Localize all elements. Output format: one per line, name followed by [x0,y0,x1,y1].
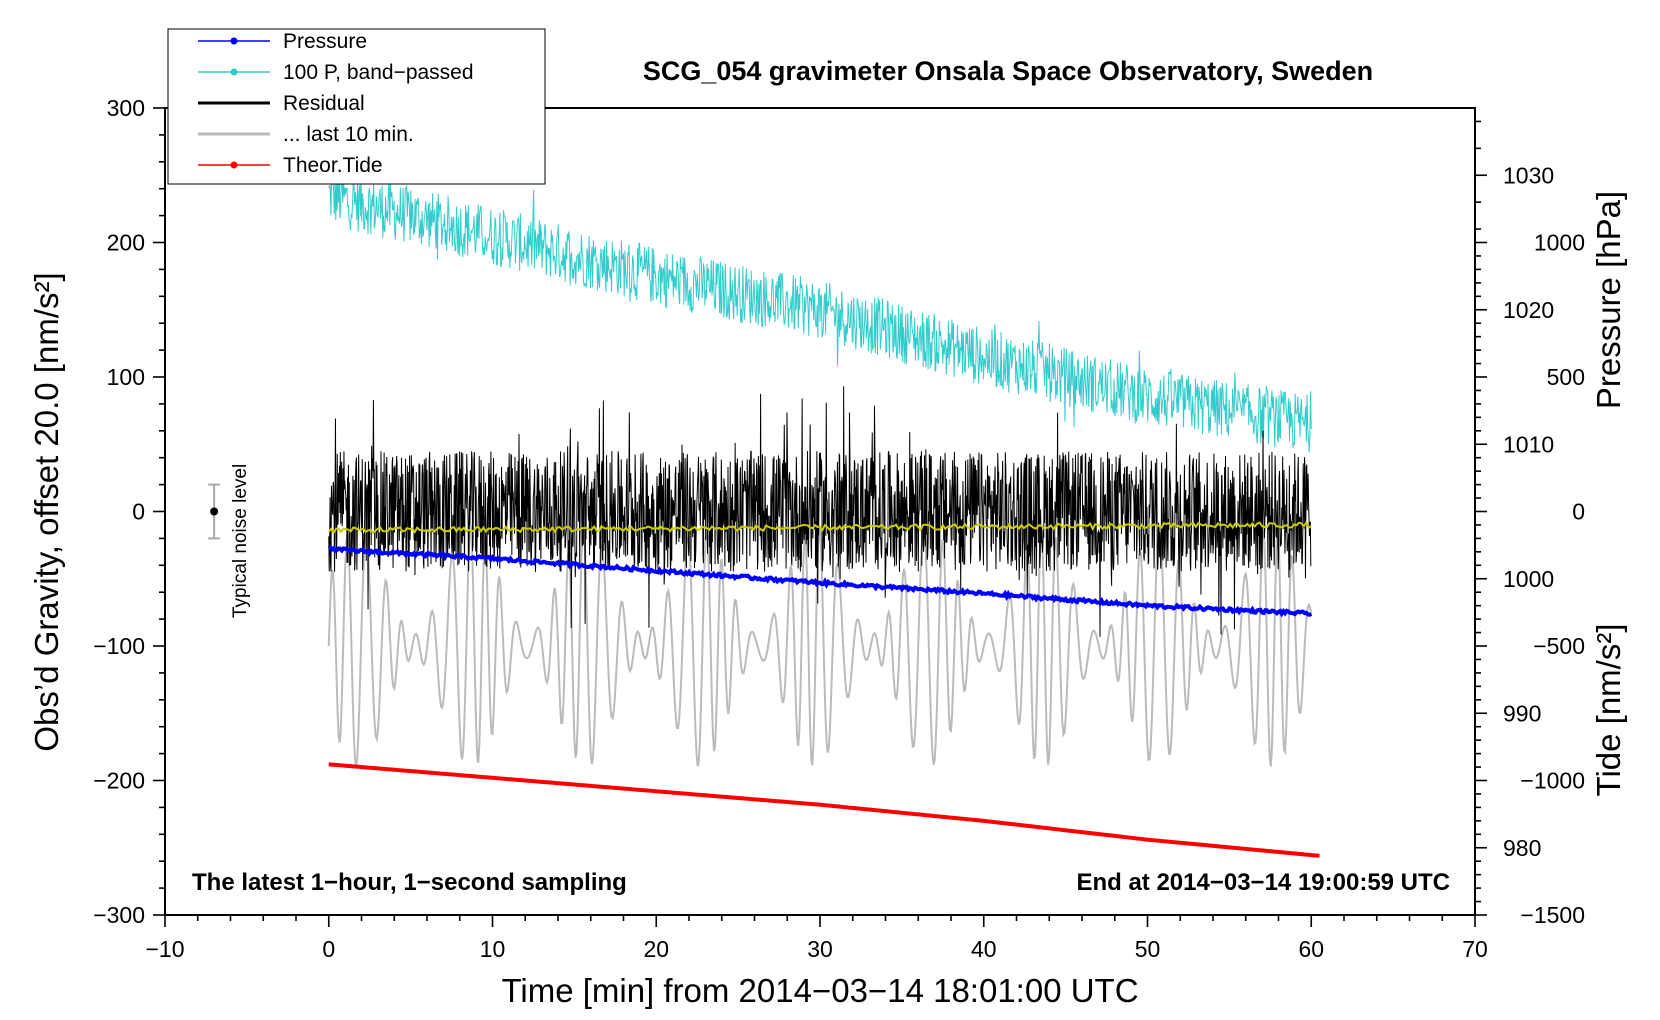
tide-tick-label: 0 [1572,499,1585,525]
y-tick-label: 200 [107,230,145,256]
end-time-note: End at 2014−03−14 19:00:59 UTC [1076,869,1450,896]
series-smoothed [328,520,1312,535]
y-axis-label-pressure: Pressure [hPa] [1590,191,1627,409]
x-tick-label: 10 [480,936,506,962]
x-axis-label: Time [min] from 2014−03−14 18:01:00 UTC [501,972,1138,1009]
legend: Pressure 100 P, band−passed Residual ... la… [167,28,546,185]
legend-label: Pressure [283,30,367,53]
x-tick-label: 30 [807,936,833,962]
x-tick-label: 40 [971,936,997,962]
legend-marker [230,37,238,45]
pressure-tick-label: 1030 [1503,162,1554,188]
series-pressure [327,545,1313,618]
x-tick-label: 70 [1462,936,1488,962]
legend-label: ... last 10 min. [283,123,414,146]
series-last-10-min [327,525,1313,768]
noise-level-label: Typical noise level [230,464,251,618]
series-bandpassed-pressure [328,170,1312,453]
tide-tick-label: −500 [1533,633,1585,659]
y-axis-left: −300 −200 −100 0 100 200 300 [93,95,165,928]
x-tick-label: 0 [322,936,335,962]
y-tick-label: −200 [93,768,145,794]
legend-box [167,28,546,185]
sampling-note: The latest 1−hour, 1−second sampling [192,869,627,896]
plot-frame [164,107,1476,916]
tide-tick-label: −1500 [1520,902,1585,928]
legend-marker [230,68,238,76]
y-tick-label: −100 [93,633,145,659]
series-theoretical-tide [328,762,1320,858]
pressure-tick-label: 1000 [1503,566,1554,592]
plot-area [327,170,1320,858]
y-tick-label: 0 [132,499,145,525]
legend-marker [230,161,238,169]
pressure-tick-label: 1020 [1503,297,1554,323]
x-axis: −10 0 10 20 30 40 50 60 70 [145,915,1488,962]
pressure-tick-label: 990 [1503,700,1541,726]
tide-tick-label: −1000 [1520,768,1585,794]
y-axis-tide: −1500 −1000 −500 0 500 1000 [1475,230,1585,928]
legend-label: 100 P, band−passed [283,61,474,84]
series-residual [328,386,1312,637]
pressure-tick-label: 1010 [1503,431,1554,457]
x-tick-label: −10 [145,936,184,962]
y-axis-label-tide: Tide [nm/s²] [1590,624,1627,797]
y-tick-label: 100 [107,364,145,390]
chart-title: SCG_054 gravimeter Onsala Space Observat… [643,56,1373,86]
tide-tick-label: 1000 [1534,230,1585,256]
x-tick-label: 20 [643,936,669,962]
legend-label: Theor.Tide [283,154,383,177]
pressure-tick-label: 980 [1503,835,1541,861]
y-tick-label: 300 [107,95,145,121]
noise-level-indicator [208,483,221,540]
x-tick-label: 50 [1135,936,1161,962]
y-tick-label: −300 [93,902,145,928]
legend-label: Residual [283,92,365,115]
tide-tick-label: 500 [1547,364,1585,390]
x-tick-label: 60 [1298,936,1324,962]
noise-bar-dot [210,507,219,516]
y-axis-label-left: Obs’d Gravity, offset 20.0 [nm/s²] [28,272,65,751]
